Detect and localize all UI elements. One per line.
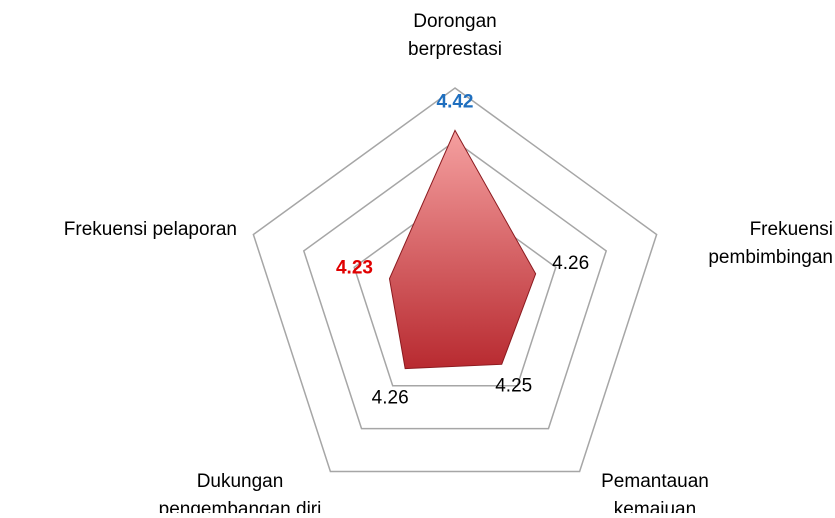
value-label: 4.26 — [372, 388, 409, 409]
category-label: Pemantauan kemajuan — [601, 471, 709, 513]
category-label-line: pembimbingan — [708, 247, 833, 268]
category-label-line: pengembangan diri — [159, 499, 322, 513]
category-label-line: berprestasi — [408, 39, 502, 60]
category-label: Dukungan pengembangan diri — [159, 471, 322, 513]
category-label: Dorongan berprestasi — [408, 11, 502, 60]
grid-ring — [252, 87, 658, 473]
value-label: 4.23 — [336, 258, 373, 279]
category-label: Frekuensi pembimbingan — [708, 219, 833, 268]
category-label-line: Dukungan — [197, 471, 284, 492]
category-label-line: kemajuan — [614, 499, 696, 513]
grid-ring — [302, 140, 608, 430]
grid-ring — [353, 193, 557, 387]
category-label-line: Pemantauan — [601, 471, 709, 492]
value-label: 4.25 — [495, 375, 532, 396]
data-area — [388, 129, 537, 370]
category-label-line: Dorongan — [413, 11, 496, 32]
value-label: 4.42 — [437, 91, 474, 112]
value-label: 4.26 — [552, 253, 589, 274]
category-label: Frekuensi pelaporan — [64, 219, 237, 240]
category-label-line: Frekuensi — [750, 219, 833, 240]
